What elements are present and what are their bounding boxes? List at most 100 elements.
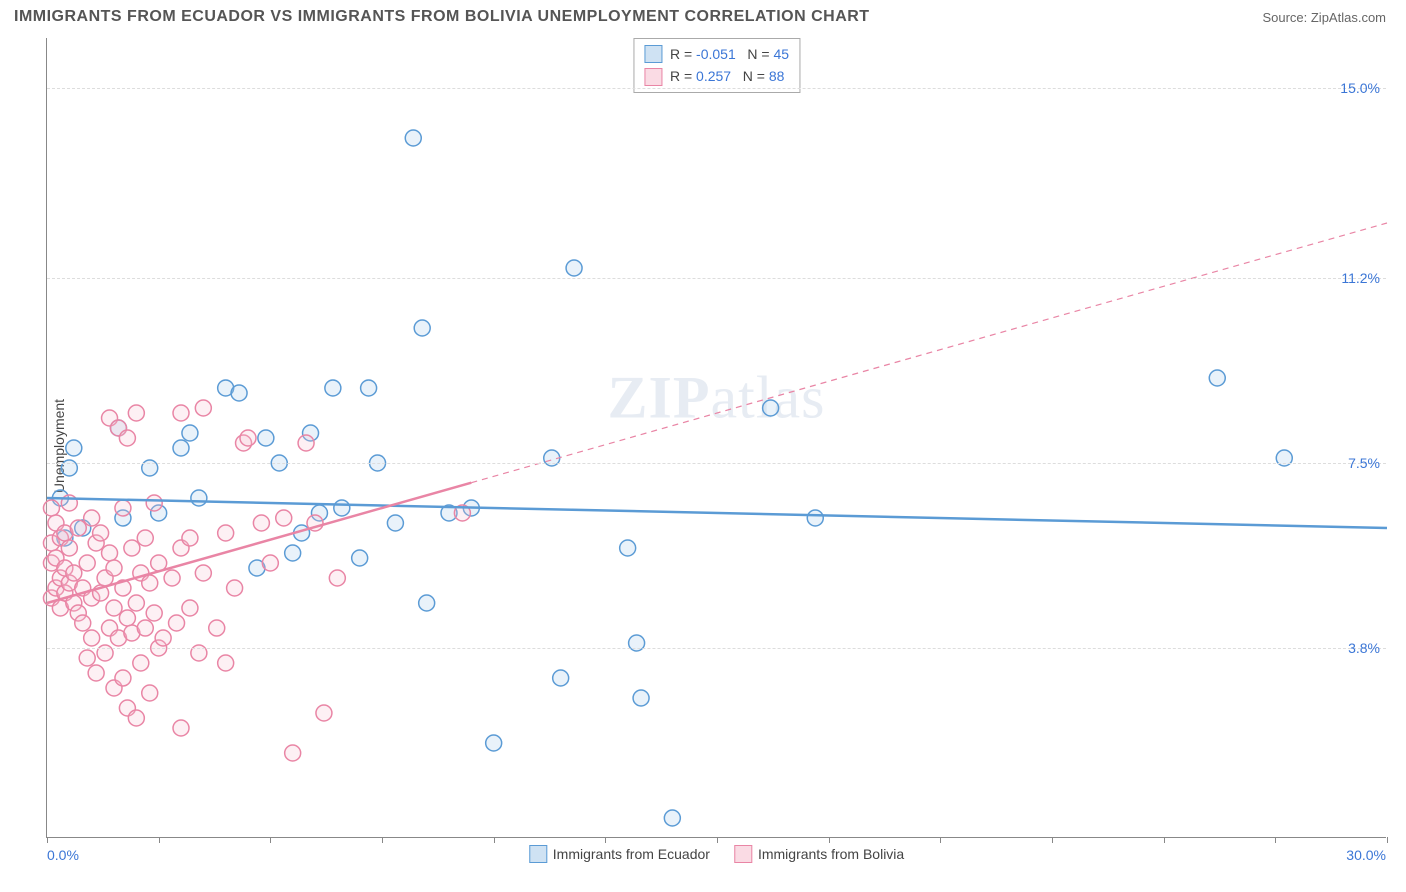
gridline	[47, 463, 1386, 464]
data-point	[218, 655, 234, 671]
data-point	[253, 515, 269, 531]
xtick	[47, 837, 48, 843]
data-point	[298, 435, 314, 451]
data-point	[43, 500, 59, 516]
data-point	[173, 720, 189, 736]
data-point	[262, 555, 278, 571]
stats-legend: R = -0.051 N = 45R = 0.257 N = 88	[633, 38, 800, 93]
data-point	[276, 510, 292, 526]
x-max-label: 30.0%	[1346, 847, 1386, 863]
data-point	[486, 735, 502, 751]
data-point	[173, 440, 189, 456]
data-point	[387, 515, 403, 531]
gridline	[47, 88, 1386, 89]
data-point	[93, 525, 109, 541]
xtick	[829, 837, 830, 843]
data-point	[807, 510, 823, 526]
data-point	[316, 705, 332, 721]
data-point	[106, 560, 122, 576]
data-point	[182, 600, 198, 616]
data-point	[329, 570, 345, 586]
data-point	[146, 495, 162, 511]
data-point	[124, 540, 140, 556]
data-point	[334, 500, 350, 516]
data-point	[419, 595, 435, 611]
ytick-label: 15.0%	[1340, 80, 1380, 96]
xtick	[717, 837, 718, 843]
ytick-label: 3.8%	[1348, 640, 1380, 656]
data-point	[258, 430, 274, 446]
legend-swatch	[529, 845, 547, 863]
data-point	[142, 685, 158, 701]
data-point	[566, 260, 582, 276]
data-point	[84, 510, 100, 526]
data-point	[620, 540, 636, 556]
data-point	[84, 630, 100, 646]
data-point	[70, 520, 86, 536]
data-point	[88, 665, 104, 681]
data-point	[66, 440, 82, 456]
data-point	[61, 540, 77, 556]
xtick	[270, 837, 271, 843]
data-point	[128, 710, 144, 726]
data-point	[633, 690, 649, 706]
data-point	[240, 430, 256, 446]
legend-stats-text: R = 0.257 N = 88	[670, 65, 784, 87]
data-point	[79, 650, 95, 666]
legend-stats-text: R = -0.051 N = 45	[670, 43, 789, 65]
legend-row: R = -0.051 N = 45	[644, 43, 789, 65]
source-label: Source: ZipAtlas.com	[1262, 10, 1386, 25]
legend-item: Immigrants from Bolivia	[734, 845, 904, 863]
data-point	[191, 490, 207, 506]
legend-swatch	[644, 45, 662, 63]
data-point	[405, 130, 421, 146]
xtick	[1052, 837, 1053, 843]
scatter-svg	[47, 38, 1386, 837]
data-point	[173, 405, 189, 421]
ytick-label: 7.5%	[1348, 455, 1380, 471]
ytick-label: 11.2%	[1341, 270, 1380, 286]
legend-label: Immigrants from Bolivia	[758, 846, 904, 862]
data-point	[155, 630, 171, 646]
data-point	[285, 745, 301, 761]
data-point	[414, 320, 430, 336]
data-point	[164, 570, 180, 586]
data-point	[102, 545, 118, 561]
xtick	[494, 837, 495, 843]
data-point	[361, 380, 377, 396]
xtick	[1164, 837, 1165, 843]
gridline	[47, 648, 1386, 649]
x-min-label: 0.0%	[47, 847, 79, 863]
data-point	[231, 385, 247, 401]
data-point	[553, 670, 569, 686]
data-point	[182, 530, 198, 546]
data-point	[75, 615, 91, 631]
trend-line	[47, 498, 1387, 528]
data-point	[119, 430, 135, 446]
chart-title: IMMIGRANTS FROM ECUADOR VS IMMIGRANTS FR…	[14, 8, 870, 26]
trend-line-dashed	[471, 223, 1387, 483]
data-point	[182, 425, 198, 441]
series-legend: Immigrants from Ecuador Immigrants from B…	[529, 845, 904, 863]
xtick	[1387, 837, 1388, 843]
data-point	[195, 400, 211, 416]
data-point	[142, 575, 158, 591]
xtick	[940, 837, 941, 843]
xtick	[605, 837, 606, 843]
data-point	[209, 620, 225, 636]
data-point	[352, 550, 368, 566]
data-point	[195, 565, 211, 581]
xtick	[382, 837, 383, 843]
data-point	[128, 405, 144, 421]
gridline	[47, 278, 1386, 279]
data-point	[218, 525, 234, 541]
data-point	[66, 565, 82, 581]
plot-area: ZIPatlas R = -0.051 N = 45R = 0.257 N = …	[46, 38, 1386, 838]
data-point	[325, 380, 341, 396]
legend-item: Immigrants from Ecuador	[529, 845, 710, 863]
trend-line	[47, 483, 471, 603]
data-point	[128, 595, 144, 611]
xtick	[1275, 837, 1276, 843]
data-point	[763, 400, 779, 416]
legend-label: Immigrants from Ecuador	[553, 846, 710, 862]
